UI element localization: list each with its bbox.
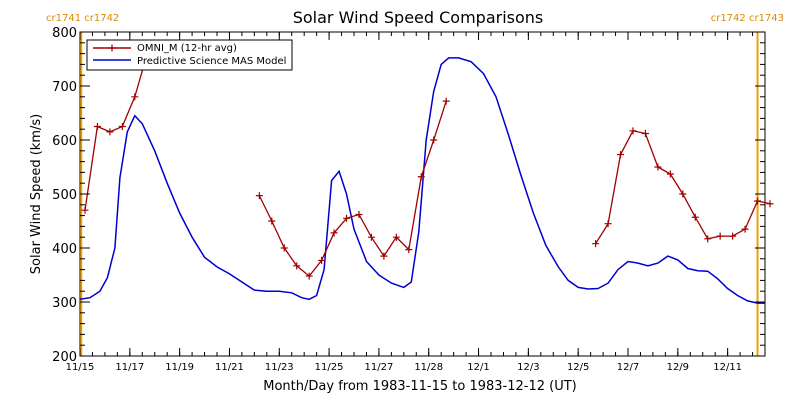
data-point-omni (729, 232, 737, 240)
y-tick-label: 800 (52, 26, 77, 41)
data-point-omni (691, 213, 699, 221)
data-point-omni (318, 256, 326, 264)
series-line-omni (258, 100, 447, 278)
y-tick-label: 200 (52, 350, 77, 365)
data-point-omni (430, 136, 438, 144)
series-line-omni (595, 130, 771, 245)
x-tick-label: 11/23 (265, 362, 294, 373)
x-tick-label: 12/9 (667, 362, 689, 373)
legend-box (86, 39, 293, 71)
y-tick-label: 400 (52, 242, 77, 257)
data-point-omni (716, 232, 724, 240)
data-point-omni (417, 173, 425, 181)
legend: OMNI_M (12-hr avg) Predictive Science MA… (86, 39, 293, 71)
data-point-omni (93, 123, 101, 130)
data-point-omni (106, 128, 114, 136)
data-point-omni (355, 211, 363, 219)
x-tick-label: 11/15 (66, 362, 95, 373)
data-point-omni (666, 170, 674, 178)
x-tick-label: 11/25 (315, 362, 344, 373)
y-tick-label: 700 (52, 80, 77, 95)
x-tick-label: 11/17 (115, 362, 144, 373)
carrington-label: cr1742 cr1743 (711, 13, 784, 24)
x-axis: 11/15 11/17 11/19 11/21 11/23 11/25 11/27 11/28… (66, 32, 766, 373)
data-point-omni (629, 127, 637, 135)
data-point-omni (380, 252, 388, 260)
carrington-label: cr1741 cr1742 (46, 13, 119, 24)
x-tick-label: 12/1 (467, 362, 489, 373)
data-point-omni (293, 262, 301, 270)
data-point-omni (268, 217, 276, 225)
data-point-omni (392, 233, 400, 241)
data-point-omni (367, 233, 375, 241)
x-tick-label: 12/5 (567, 362, 589, 373)
x-tick-label: 11/27 (364, 362, 393, 373)
data-point-omni (131, 93, 139, 101)
series-line-omni (84, 53, 148, 211)
x-tick-label: 12/11 (713, 362, 742, 373)
x-tick-label: 11/19 (165, 362, 194, 373)
data-point-omni (343, 214, 351, 222)
data-point-omni (766, 200, 774, 208)
x-tick-label: 11/28 (414, 362, 443, 373)
data-point-omni (305, 272, 313, 280)
data-point-omni (604, 220, 612, 228)
data-point-omni (405, 246, 413, 254)
data-point-omni (330, 229, 338, 237)
legend-label-mas: Predictive Science MAS Model (137, 56, 286, 67)
x-tick-label: 12/3 (517, 362, 539, 373)
data-point-omni (617, 151, 625, 159)
legend-marker-omni (108, 44, 116, 52)
data-point-omni (255, 192, 263, 200)
data-point-omni (280, 244, 288, 252)
data-point-omni (442, 97, 450, 105)
legend-label-omni: OMNI_M (12-hr avg) (137, 43, 237, 54)
data-point-omni (754, 197, 762, 205)
y-tick-label: 600 (52, 134, 77, 149)
y-tick-label: 500 (52, 188, 77, 203)
x-axis-label: Month/Day from 1983-11-15 to 1983-12-12 … (263, 379, 576, 394)
series-layer (79, 50, 774, 304)
data-point-omni (592, 240, 600, 248)
data-point-omni (641, 130, 649, 138)
y-tick-label: 300 (52, 296, 77, 311)
data-point-omni (704, 235, 712, 243)
series-line-mas-model (79, 57, 765, 304)
chart-title: Solar Wind Speed Comparisons (293, 8, 544, 27)
data-point-omni (741, 225, 749, 233)
y-axis: 200 300 400 500 600 700 800 (52, 26, 765, 365)
x-tick-label: 11/21 (215, 362, 244, 373)
x-tick-label: 12/7 (617, 362, 639, 373)
data-point-omni (81, 206, 89, 214)
data-point-omni (679, 190, 687, 198)
y-axis-label: Solar Wind Speed (km/s) (29, 114, 44, 274)
data-point-omni (654, 163, 662, 171)
data-point-omni (118, 123, 126, 130)
